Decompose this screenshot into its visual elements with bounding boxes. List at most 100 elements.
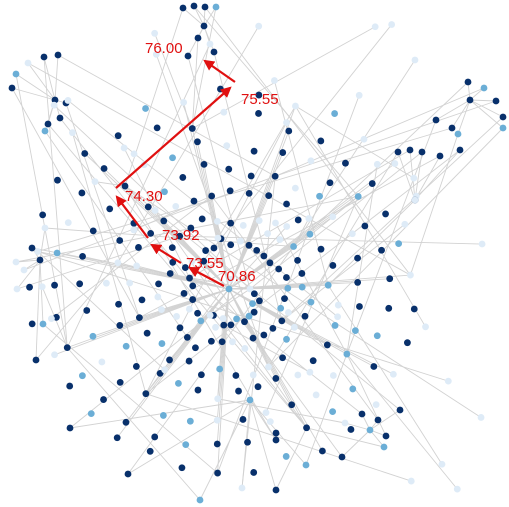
graph-node xyxy=(64,219,72,227)
graph-edge xyxy=(228,163,396,290)
graph-node xyxy=(122,418,130,426)
graph-node xyxy=(28,320,36,328)
graph-node xyxy=(181,264,189,271)
graph-node xyxy=(223,142,231,150)
graph-node xyxy=(391,160,399,167)
graph-node xyxy=(51,351,58,359)
graph-node xyxy=(122,342,130,350)
graph-node xyxy=(298,270,306,277)
graph-node xyxy=(285,127,293,135)
graph-edge xyxy=(211,195,379,421)
graph-node xyxy=(160,217,168,225)
graph-node xyxy=(83,307,91,314)
graph-node xyxy=(354,279,362,286)
graph-node xyxy=(326,179,334,187)
graph-node xyxy=(227,321,235,329)
graph-node xyxy=(206,311,214,319)
graph-node xyxy=(102,279,110,287)
graph-node xyxy=(317,137,325,145)
graph-edge xyxy=(203,25,215,53)
graph-node xyxy=(166,356,173,364)
graph-node xyxy=(266,418,274,426)
graph-node xyxy=(185,357,193,365)
graph-node xyxy=(201,3,209,11)
graph-node xyxy=(208,192,216,200)
graph-node xyxy=(301,312,309,320)
graph-node xyxy=(374,416,382,424)
path-label-1: 70.86 xyxy=(218,268,256,285)
graph-node xyxy=(360,135,368,143)
graph-node xyxy=(210,48,218,56)
graph-node xyxy=(255,22,263,30)
graph-node xyxy=(351,327,359,335)
graph-node xyxy=(40,53,48,61)
graph-node xyxy=(388,21,396,28)
graph-node xyxy=(142,105,149,112)
graph-node xyxy=(155,280,162,288)
graph-node xyxy=(466,96,474,104)
graph-edge xyxy=(281,223,406,322)
graph-node xyxy=(307,298,315,306)
graph-node xyxy=(370,363,378,370)
graph-node xyxy=(54,51,62,59)
graph-node xyxy=(312,391,320,399)
graph-node xyxy=(303,424,310,432)
graph-edge xyxy=(341,429,371,458)
graph-node xyxy=(241,318,248,326)
graph-node xyxy=(372,401,380,409)
graph-edge xyxy=(43,56,68,348)
graph-edge xyxy=(37,127,453,252)
graph-node xyxy=(283,200,290,208)
graph-node xyxy=(306,230,314,238)
graph-edge xyxy=(189,24,393,279)
graph-node xyxy=(464,78,472,86)
graph-edge xyxy=(295,105,415,179)
graph-node xyxy=(79,252,86,260)
graph-node xyxy=(282,453,290,460)
graph-node xyxy=(51,96,59,104)
graph-node xyxy=(226,187,234,195)
graph-node xyxy=(154,293,162,301)
graph-node xyxy=(324,281,332,289)
graph-node xyxy=(386,275,394,283)
graph-node xyxy=(355,91,363,99)
graph-node xyxy=(106,205,114,213)
graph-node xyxy=(186,417,194,425)
graph-node xyxy=(239,222,247,229)
graph-node xyxy=(200,22,208,30)
graph-node xyxy=(334,313,342,321)
graph-node xyxy=(492,97,500,105)
graph-node xyxy=(213,440,221,448)
graph-node xyxy=(100,396,107,403)
graph-node xyxy=(356,303,363,310)
graph-node xyxy=(87,410,95,418)
graph-node xyxy=(281,295,288,303)
graph-node xyxy=(250,290,258,298)
graph-node xyxy=(214,469,221,477)
graph-edge xyxy=(275,222,348,355)
graph-node xyxy=(51,281,58,289)
graph-edge xyxy=(139,155,441,319)
graph-node xyxy=(194,138,201,146)
graph-node xyxy=(422,323,429,331)
graph-node xyxy=(39,211,47,219)
graph-edge xyxy=(457,99,471,135)
graph-edge xyxy=(469,99,497,102)
path-arrow-4 xyxy=(115,86,232,189)
graph-node xyxy=(404,339,411,347)
graph-node xyxy=(480,84,488,92)
path-arrow-1 xyxy=(188,266,225,287)
graph-node xyxy=(116,378,124,386)
path-arrow-3 xyxy=(115,195,149,239)
graph-node xyxy=(144,203,152,211)
graph-node xyxy=(272,219,279,227)
graph-node xyxy=(237,237,244,245)
graph-node xyxy=(283,223,291,230)
graph-node xyxy=(264,230,271,238)
graph-node xyxy=(254,383,262,391)
graph-node xyxy=(54,176,61,184)
graph-node xyxy=(265,192,273,200)
graph-node xyxy=(366,426,374,434)
graph-node xyxy=(294,371,302,379)
